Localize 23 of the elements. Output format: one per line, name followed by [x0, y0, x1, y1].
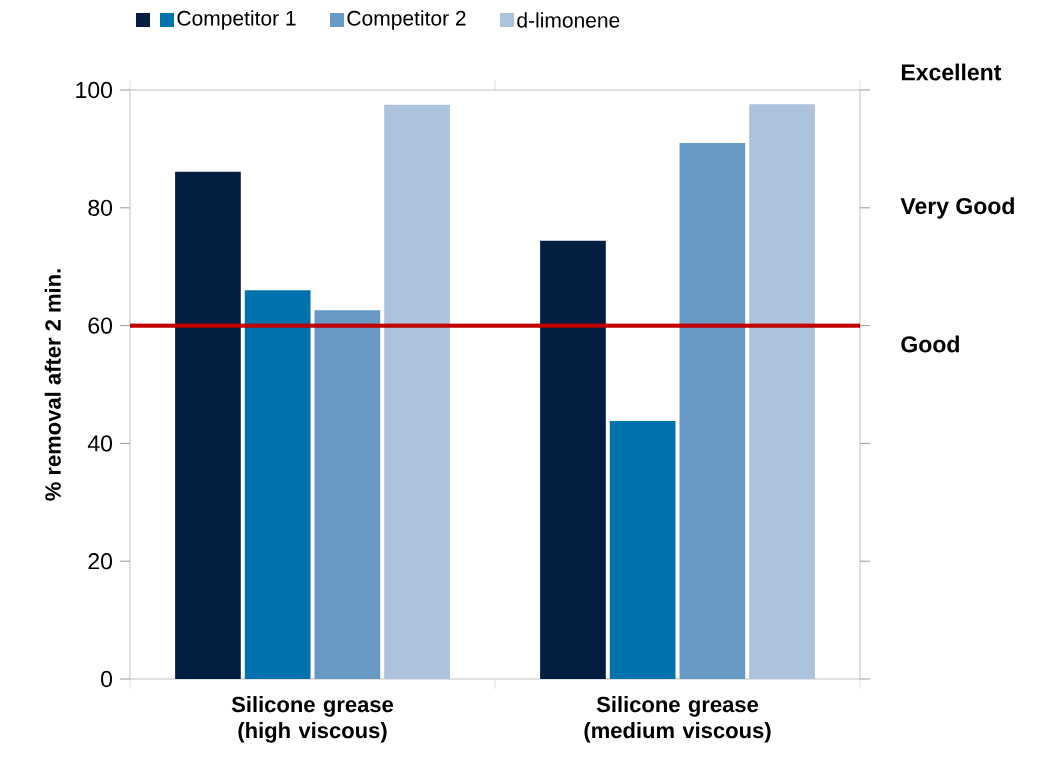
bar	[314, 310, 381, 679]
x-tick-label: Silicone grease (medium viscous)	[584, 696, 771, 743]
bar	[384, 104, 450, 679]
bar	[749, 104, 815, 679]
bar	[679, 143, 746, 679]
y-tick-label: 40	[87, 435, 113, 452]
y-axis-title: % removal after 2 min.	[44, 269, 61, 501]
bar	[244, 290, 311, 679]
legend-label: Competitor 2	[347, 10, 466, 30]
x-tick-label: Silicone grease (high viscous)	[231, 696, 394, 743]
y-tick-label: 0	[101, 670, 113, 688]
y-tick-label: 100	[76, 81, 113, 99]
bar	[540, 240, 606, 679]
text: Very Good	[900, 197, 1014, 219]
text: Excellent	[901, 63, 1002, 81]
y-tick-label: 80	[88, 199, 113, 216]
bar	[609, 421, 676, 679]
legend-label: Competitor 1	[177, 10, 296, 30]
y-tick-label: 20	[88, 553, 113, 570]
text: Good	[901, 335, 959, 353]
bar	[175, 171, 241, 679]
y-tick-label: 60	[88, 317, 113, 334]
legend-label: d-limonene	[517, 12, 620, 28]
